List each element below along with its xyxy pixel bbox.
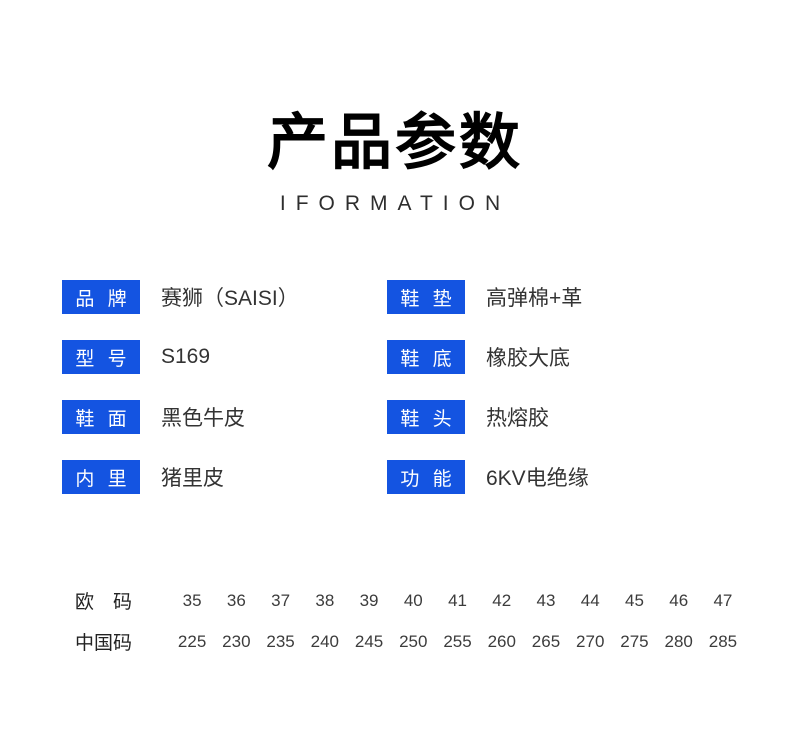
size-cell: 250: [399, 631, 428, 651]
spec-row-model: 型 号 S169: [62, 340, 387, 375]
page-subtitle: IFORMATION: [279, 192, 511, 216]
size-cell: 45: [625, 590, 644, 610]
size-cell: 36: [226, 590, 246, 610]
spec-row-function: 功 能 6KV电绝缘: [387, 460, 712, 495]
size-cell: 35: [182, 590, 202, 610]
spec-label-badge: 内 里: [62, 460, 140, 495]
page-title: 产品参数: [266, 108, 523, 176]
size-row-label: 中国码: [75, 633, 133, 655]
spec-row-upper: 鞋 面 黑色牛皮: [62, 400, 387, 435]
size-cell: 44: [580, 590, 600, 610]
size-row-eu: 欧 码 35 36 37 38 39 40 41 42 43 44 45 46 …: [75, 580, 745, 621]
size-cell: 42: [492, 590, 512, 610]
size-cells: 35 36 37 38 39 40 41 42 43 44 45 46 47: [170, 591, 745, 611]
size-row-label: 欧 码: [75, 592, 133, 614]
spec-row-outsole: 鞋 底 橡胶大底: [387, 340, 712, 375]
spec-value: 赛狮（SAISI）: [161, 287, 299, 311]
size-cell: 40: [403, 590, 423, 610]
spec-label-badge: 鞋 头: [387, 400, 465, 435]
size-cell: 245: [354, 631, 384, 651]
spec-row-toe: 鞋 头 热熔胶: [387, 400, 712, 435]
spec-grid: 品 牌 赛狮（SAISI） 型 号 S169 鞋 面 黑色牛皮 内 里 猪里皮 …: [62, 280, 790, 520]
spec-value: 黑色牛皮: [161, 407, 245, 431]
spec-row-lining: 内 里 猪里皮: [62, 460, 387, 495]
size-cell: 265: [531, 631, 561, 651]
header: 产品参数 IFORMATION: [0, 0, 790, 216]
size-conversion-table: 欧 码 35 36 37 38 39 40 41 42 43 44 45 46 …: [75, 580, 745, 662]
spec-label-badge: 型 号: [62, 340, 140, 375]
size-cell: 255: [443, 631, 472, 651]
spec-label-badge: 品 牌: [62, 280, 140, 315]
spec-label-badge: 鞋 面: [62, 400, 140, 435]
size-row-china: 中国码 225 230 235 240 245 250 255 260 265 …: [75, 621, 745, 662]
size-cells: 225 230 235 240 245 250 255 260 265 270 …: [170, 632, 745, 652]
spec-column-left: 品 牌 赛狮（SAISI） 型 号 S169 鞋 面 黑色牛皮 内 里 猪里皮: [62, 280, 387, 520]
size-cell: 230: [222, 631, 251, 651]
spec-row-insole: 鞋 垫 高弹棉+革: [387, 280, 712, 315]
spec-label-badge: 功 能: [387, 460, 465, 495]
spec-column-right: 鞋 垫 高弹棉+革 鞋 底 橡胶大底 鞋 头 热熔胶 功 能 6KV电绝缘: [387, 280, 712, 520]
size-cell: 38: [315, 590, 335, 610]
size-cell: 39: [359, 590, 379, 610]
size-cell: 260: [487, 631, 516, 651]
size-cell: 240: [310, 631, 339, 651]
size-cell: 280: [664, 631, 693, 651]
spec-label-badge: 鞋 底: [387, 340, 465, 375]
spec-value: 6KV电绝缘: [486, 467, 589, 491]
size-cell: 47: [713, 590, 733, 610]
spec-value: 橡胶大底: [486, 347, 570, 371]
size-cell: 37: [271, 590, 291, 610]
size-cell: 46: [669, 590, 689, 610]
spec-label-badge: 鞋 垫: [387, 280, 465, 315]
size-cell: 275: [620, 631, 649, 651]
size-cell: 285: [708, 631, 738, 651]
spec-row-brand: 品 牌 赛狮（SAISI）: [62, 280, 387, 315]
spec-value: 热熔胶: [486, 407, 549, 431]
size-cell: 43: [536, 590, 556, 610]
size-cell: 270: [576, 631, 605, 651]
size-cell: 41: [448, 590, 467, 610]
size-cell: 235: [266, 631, 295, 651]
spec-value: 高弹棉+革: [486, 287, 583, 311]
spec-value: 猪里皮: [161, 467, 224, 491]
spec-value: S169: [161, 345, 211, 369]
size-cell: 225: [177, 631, 207, 651]
